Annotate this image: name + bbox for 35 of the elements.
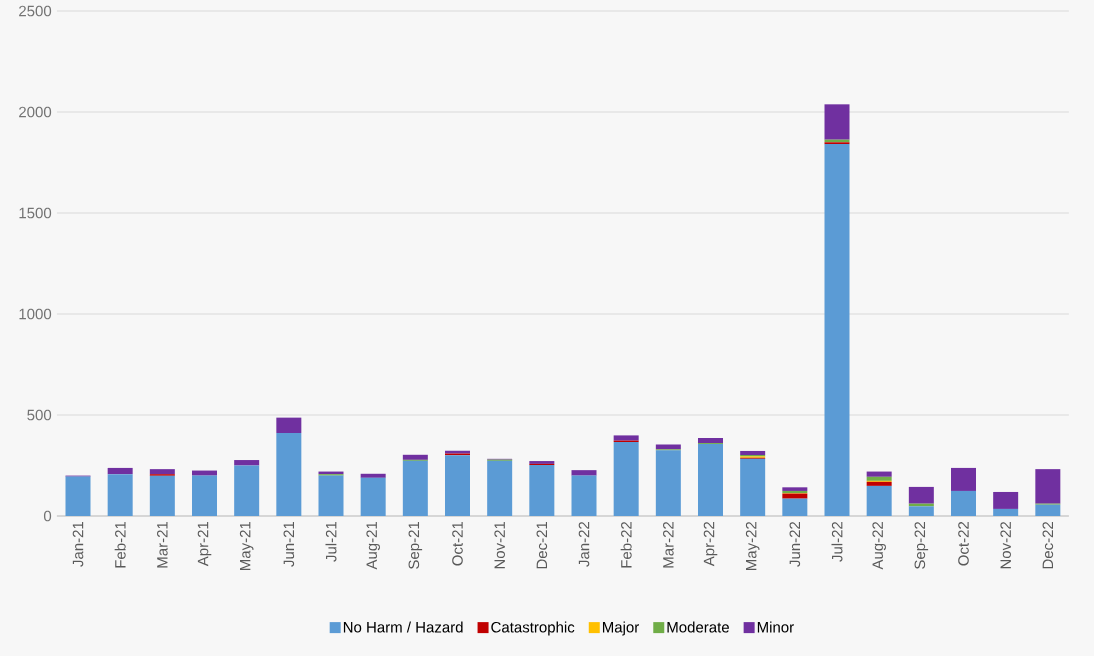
x-tick-label: Aug-21 xyxy=(366,521,380,570)
y-tick-label: 2000 xyxy=(19,106,52,118)
x-tick-label: Mar-22 xyxy=(663,521,674,568)
y-tick-label: 0 xyxy=(43,510,52,522)
x-tick-label: Jun-21 xyxy=(283,521,295,567)
x-tick-label: Nov-22 xyxy=(1000,521,1011,569)
legend-label: Minor xyxy=(757,621,794,633)
y-tick-label: 1000 xyxy=(19,308,52,320)
legend-label: Major xyxy=(602,621,639,636)
x-tick-label: Jul-22 xyxy=(831,521,843,562)
x-tick-label: Apr-21 xyxy=(197,521,212,567)
x-tick-label: Sep-22 xyxy=(914,521,929,569)
y-tick-label: 500 xyxy=(27,409,52,421)
legend-label: Moderate xyxy=(667,621,729,633)
x-tick-label: Feb-21 xyxy=(114,521,126,568)
x-tick-label: Aug-22 xyxy=(872,521,886,570)
x-tick-label: Dec-21 xyxy=(536,521,548,569)
legend-label: Catastrophic xyxy=(491,621,575,636)
x-tick-label: Oct-22 xyxy=(958,521,969,566)
x-tick-label: Jan-21 xyxy=(72,521,84,567)
y-tick-label: 2500 xyxy=(19,5,52,17)
x-tick-label: Sep-21 xyxy=(408,521,423,569)
y-tick-label: 1500 xyxy=(19,207,52,219)
x-tick-label: Oct-21 xyxy=(452,521,463,566)
x-tick-label: Jun-22 xyxy=(789,521,801,567)
x-tick-label: Jan-22 xyxy=(578,521,590,567)
x-tick-label: Apr-22 xyxy=(703,521,718,567)
x-tick-label: Nov-21 xyxy=(494,521,505,569)
x-tick-label: Dec-22 xyxy=(1042,521,1054,569)
legend-label: No Harm / Hazard xyxy=(343,621,463,633)
x-tick-label: May-22 xyxy=(745,521,760,570)
x-tick-label: Jul-21 xyxy=(325,521,337,562)
x-tick-label: Feb-22 xyxy=(620,521,632,568)
x-tick-label: May-21 xyxy=(239,521,254,570)
x-tick-label: Mar-21 xyxy=(157,521,168,568)
